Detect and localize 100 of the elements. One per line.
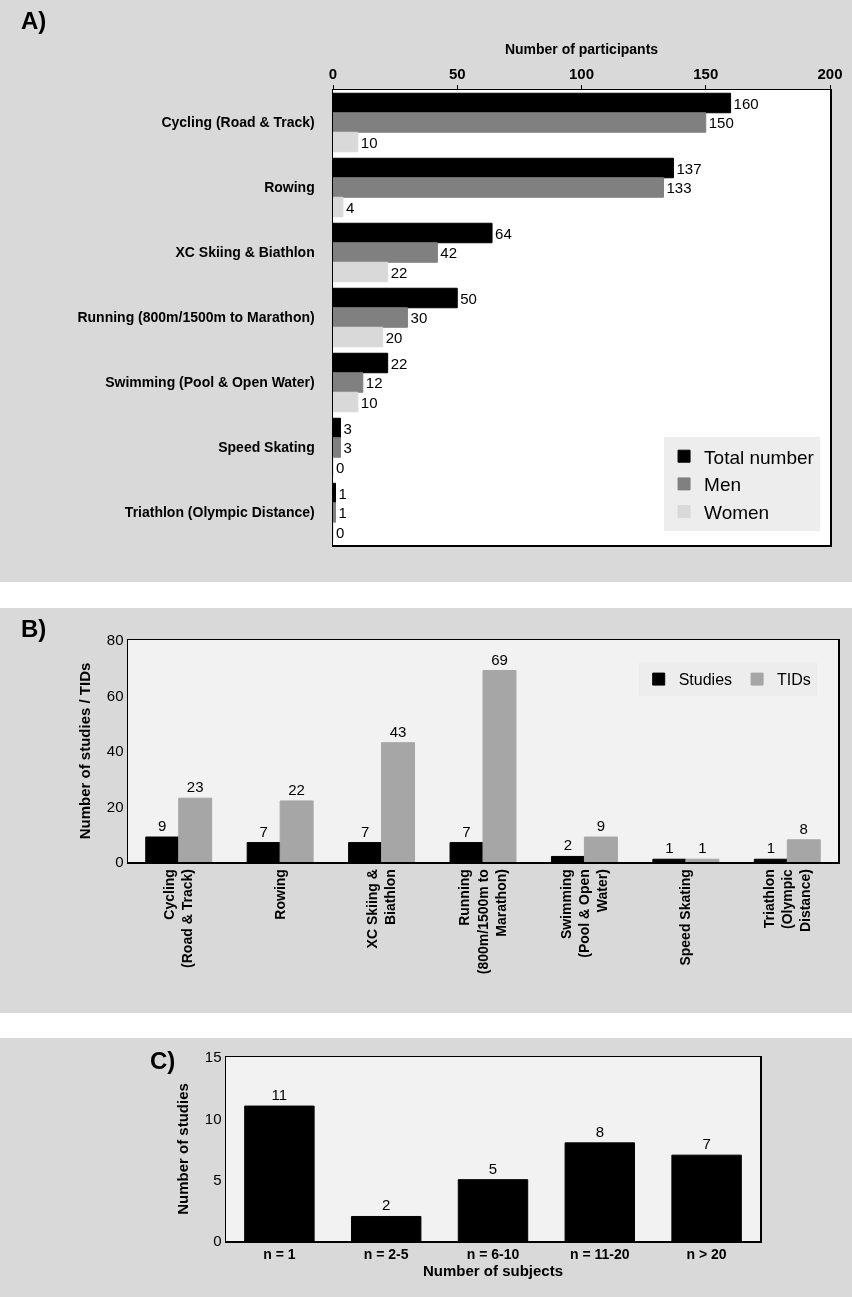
- bar: [333, 437, 341, 458]
- data-label: 3: [343, 439, 352, 456]
- bar: [333, 112, 707, 133]
- bar: [333, 196, 344, 218]
- bar: [786, 839, 821, 862]
- data-label: 1: [665, 839, 674, 857]
- bar: [333, 502, 336, 523]
- data-label: 1: [698, 839, 707, 857]
- legend-label: Women: [704, 502, 770, 524]
- bar: [333, 131, 359, 153]
- data-label: 22: [288, 780, 305, 798]
- y-axis-title: Number of studies: [174, 1083, 192, 1215]
- data-label: 7: [702, 1135, 711, 1153]
- data-label: 9: [158, 817, 167, 835]
- data-label: 160: [733, 94, 759, 112]
- data-label: 133: [666, 179, 692, 196]
- data-label: 8: [799, 819, 808, 837]
- y-tick-label: 10: [204, 1109, 222, 1127]
- y-tick-label: 40: [106, 742, 124, 760]
- x-tick-label: n = 6-10: [466, 1246, 520, 1263]
- legend-label: Studies: [678, 671, 733, 689]
- x-tick-label: Swimming (Pool & Open Water): [557, 869, 611, 958]
- x-tick-label: 100: [568, 64, 595, 82]
- x-axis-title: Number of subjects: [422, 1262, 564, 1280]
- x-tick-label: n = 1: [263, 1246, 296, 1263]
- x-tick-label: n = 11-20: [570, 1246, 630, 1263]
- x-tick-label: n = 2-5: [363, 1246, 409, 1263]
- data-label: 69: [491, 650, 508, 668]
- bar: [279, 800, 314, 862]
- y-tick-label: Speed Skating: [218, 439, 315, 456]
- y-tick-label: 5: [213, 1170, 222, 1188]
- bar: [333, 326, 384, 348]
- chart-title: C): [150, 1046, 176, 1074]
- bar: [685, 858, 720, 862]
- x-tick-label: Running (800m/1500m to Marathon): [456, 869, 509, 975]
- y-tick-label: 15: [204, 1048, 222, 1066]
- text: A): [21, 6, 47, 34]
- data-label: 7: [360, 822, 370, 840]
- data-label: 30: [410, 309, 428, 326]
- data-label: 137: [676, 159, 702, 177]
- data-label: 22: [390, 354, 408, 372]
- x-tick-label: 150: [693, 64, 719, 82]
- x-tick-label: Speed Skating: [677, 869, 694, 966]
- y-tick-label: Running (800m/1500m to Marathon): [77, 309, 315, 326]
- bar: [333, 177, 665, 198]
- bar: [178, 797, 213, 862]
- data-label: 0: [336, 523, 345, 541]
- data-label: 20: [385, 328, 403, 346]
- data-label: 1: [338, 484, 347, 502]
- data-label: 5: [488, 1159, 498, 1177]
- legend-label: Total number: [704, 446, 815, 468]
- data-label: 2: [563, 836, 573, 854]
- data-label: 4: [345, 198, 355, 216]
- y-tick-label: Swimming (Pool & Open Water): [105, 374, 315, 391]
- data-label: 150: [708, 114, 734, 131]
- x-axis-title: Number of participants: [504, 41, 659, 58]
- data-label: 9: [596, 817, 606, 835]
- y-tick-label: 80: [106, 631, 124, 649]
- bar: [333, 307, 409, 328]
- bar: [482, 670, 517, 862]
- data-label: 10: [360, 393, 378, 411]
- y-tick-label: Rowing: [264, 179, 315, 196]
- x-tick-label: 200: [817, 64, 843, 82]
- bar: [333, 372, 364, 393]
- y-tick-label: Triathlon (Olympic Distance): [124, 504, 315, 521]
- data-label: 12: [365, 374, 383, 391]
- x-tick-label: 50: [448, 64, 466, 82]
- data-label: 42: [440, 244, 458, 261]
- bar: [381, 742, 416, 862]
- data-label: 43: [389, 722, 407, 740]
- y-tick-label: 20: [106, 797, 124, 815]
- x-tick-label: n > 20: [686, 1246, 727, 1263]
- chart-title: B): [21, 614, 47, 642]
- bar: [333, 391, 359, 413]
- data-label: 7: [259, 822, 268, 840]
- y-tick-label: 0: [213, 1232, 222, 1250]
- legend-label: TIDs: [777, 671, 811, 689]
- data-label: 1: [766, 839, 775, 857]
- y-tick-label: 60: [106, 686, 124, 704]
- data-label: 3: [343, 419, 352, 437]
- data-label: 2: [382, 1196, 391, 1214]
- y-axis-title: Number of studies / TIDs: [76, 662, 94, 840]
- y-tick-label: XC Skiing & Biathlon: [175, 244, 315, 261]
- y-tick-label: Cycling (Road & Track): [161, 114, 315, 131]
- bar: [333, 261, 389, 283]
- x-tick-label: XC Skiing & Biathlon: [364, 869, 399, 949]
- data-label: 7: [462, 822, 471, 840]
- bar: [333, 242, 438, 263]
- x-tick-label: Triathlon (Olympic Distance): [760, 868, 814, 933]
- data-label: 1: [338, 504, 347, 521]
- x-tick-label: 0: [328, 64, 338, 82]
- data-label: 11: [271, 1086, 288, 1104]
- data-label: 64: [495, 224, 512, 242]
- legend-label: Men: [704, 474, 742, 496]
- data-label: 0: [336, 458, 345, 476]
- y-tick-label: 0: [115, 853, 124, 871]
- data-label: 22: [390, 263, 408, 281]
- bar: [583, 836, 618, 862]
- data-label: 23: [186, 778, 204, 796]
- data-label: 8: [595, 1122, 604, 1140]
